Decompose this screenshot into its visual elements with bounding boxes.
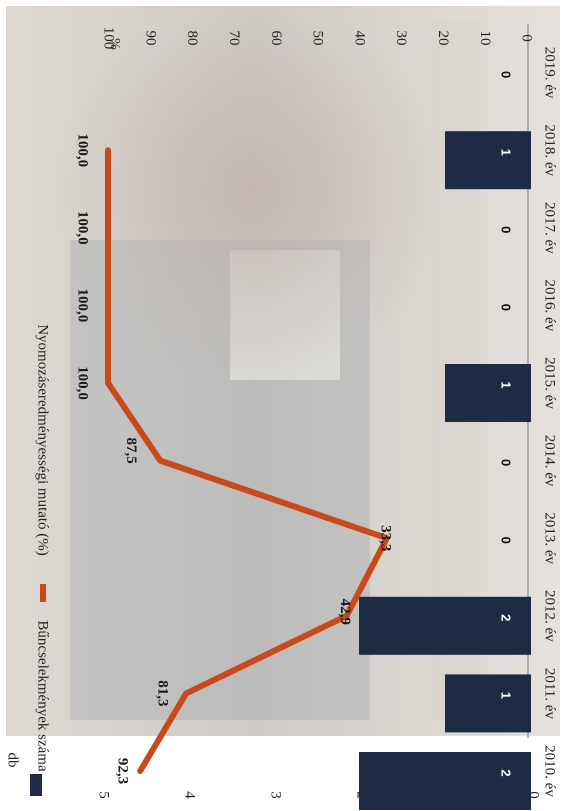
line-point-7 [105, 225, 111, 231]
left-axis-tick-4: 4 [182, 791, 198, 799]
bar-series [359, 131, 531, 810]
line-series [105, 147, 390, 774]
category-label-6: 2016. év [542, 280, 558, 332]
category-label-7: 2017. év [542, 202, 558, 254]
bar-label-6: 0 [499, 304, 514, 311]
line-label-7: 100,0 [75, 211, 91, 245]
right-axis-tick-50: 50 [310, 31, 326, 46]
line-point-0 [137, 768, 143, 774]
right-axis-tick-80: 80 [184, 31, 200, 46]
left-axis-unit: db [5, 753, 21, 768]
right-axis-tick-10: 10 [477, 31, 493, 46]
left-axis-tick-0: 0 [526, 791, 542, 799]
bar-0 [359, 752, 531, 810]
bar-8 [445, 131, 531, 190]
right-axis-tick-70: 70 [226, 31, 242, 46]
category-label-1: 2011. év [542, 668, 558, 720]
line-label-6: 100,0 [75, 289, 91, 323]
line-label-5: 100,0 [75, 366, 91, 400]
line-point-2 [344, 613, 350, 619]
line-point-8 [105, 147, 111, 153]
category-label-2: 2012. év [542, 590, 558, 642]
category-label-8: 2018. év [542, 124, 558, 176]
right-axis-tick-60: 60 [268, 31, 284, 46]
right-axis-tick-90: 90 [142, 31, 158, 46]
bar-label-9: 0 [499, 71, 514, 78]
bar-label-7: 0 [499, 226, 514, 233]
line-label-4: 87,5 [123, 437, 139, 463]
legend-label-line: Nyomozáseredményességi mutató (%) [35, 324, 51, 556]
category-label-0: 2010. év [542, 745, 558, 797]
right-axis-unit: % [107, 38, 122, 50]
bar-label-0: 2 [499, 769, 514, 776]
left-axis-tick-5: 5 [96, 791, 112, 799]
right-axis-tick-30: 30 [393, 31, 409, 46]
line-point-1 [183, 690, 189, 696]
data-labels: 2 1 2 0 0 1 0 0 1 0 92,3 81,3 42,9 33,3 87,5 100,0 100,0… [75, 71, 514, 784]
legend-label-bars: Bűncselekmények száma [35, 620, 51, 772]
bar-label-2: 2 [499, 614, 514, 621]
legend-swatch-bars [30, 774, 42, 796]
category-label-4: 2014. év [542, 435, 558, 487]
legend-swatch-line [40, 584, 46, 602]
bar-label-4: 0 [499, 459, 514, 466]
bar-1 [445, 674, 531, 733]
line-label-3: 33,3 [377, 525, 393, 551]
line-point-4 [157, 458, 163, 464]
bar-label-8: 1 [499, 149, 514, 156]
line-point-5 [105, 380, 111, 386]
legend: Bűncselekmények száma Nyomozáseredményess… [30, 324, 51, 796]
category-label-5: 2015. év [542, 357, 558, 409]
line-point-6 [105, 302, 111, 308]
right-axis-tick-40: 40 [351, 31, 367, 46]
line-label-1: 81,3 [155, 680, 171, 706]
bar-2 [359, 596, 531, 655]
bar-label-3: 0 [499, 537, 514, 544]
left-axis-tick-3: 3 [268, 791, 284, 799]
line-point-3 [384, 535, 390, 541]
tree-canopy [50, 0, 450, 380]
line-label-2: 42,9 [337, 599, 353, 625]
bar-5 [445, 364, 531, 422]
category-label-9: 2019. év [542, 47, 558, 99]
category-label-3: 2013. év [542, 512, 558, 564]
right-axis-tick-20: 20 [435, 31, 451, 46]
right-axis-tick-0: 0 [519, 34, 535, 42]
line-label-8: 100,0 [75, 133, 91, 167]
right-axis-tick-100: 100 [101, 27, 117, 50]
bar-label-1: 1 [499, 692, 514, 699]
line-label-0: 92,3 [115, 758, 131, 784]
bar-label-5: 1 [499, 381, 514, 388]
